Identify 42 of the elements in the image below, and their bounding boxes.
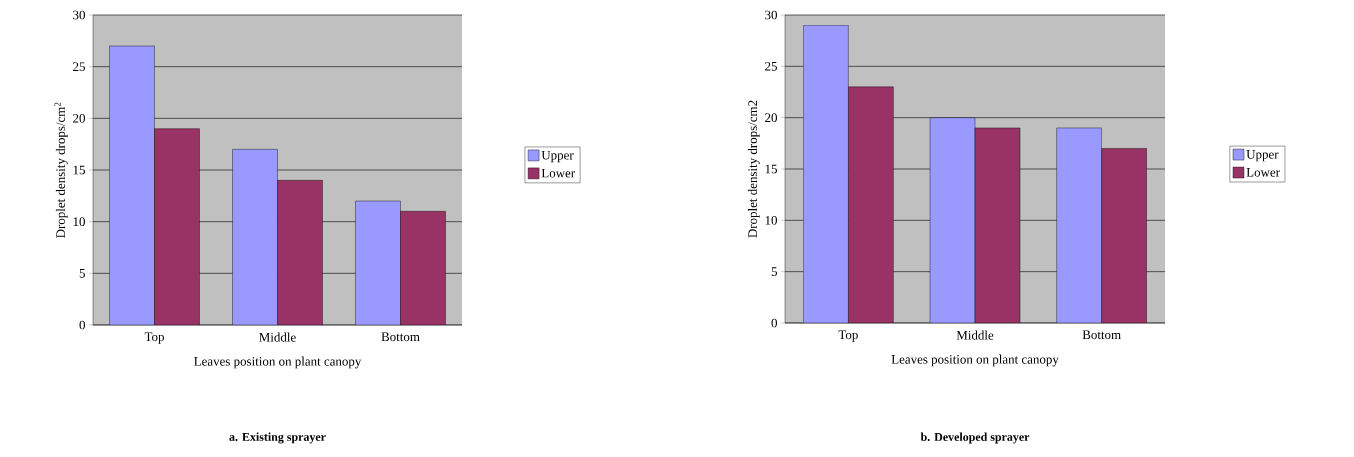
y-tick-label: 5 — [79, 269, 85, 278]
legend-label: Lower — [541, 168, 576, 178]
y-tick-label: 30 — [765, 10, 777, 20]
text: b. Developed sprayer — [920, 432, 1030, 444]
y-tick-label: 15 — [73, 165, 85, 175]
x-tick-label: Top — [838, 330, 858, 342]
y-tick-label: 25 — [73, 62, 85, 72]
x-tick-label: Bottom — [381, 332, 420, 342]
bar — [1101, 148, 1147, 323]
y-tick-label: 20 — [765, 113, 777, 123]
bar — [803, 25, 849, 323]
y-tick-label: 25 — [765, 61, 777, 71]
bar — [848, 86, 894, 323]
bar — [1056, 127, 1102, 323]
legend-label: Upper — [1246, 150, 1279, 162]
legend-label: Upper — [541, 150, 574, 163]
y-tick-label: 20 — [73, 113, 85, 123]
y-tick-label: 0 — [79, 320, 85, 330]
y-tick-label: 5 — [771, 267, 777, 276]
x-tick-label: Middle — [259, 332, 296, 342]
bar — [400, 211, 446, 325]
y-tick-label: 10 — [765, 215, 777, 225]
bar — [355, 200, 401, 325]
x-axis-title: Leaves position on plant canopy — [891, 354, 1059, 367]
bar — [974, 127, 1021, 323]
x-axis-title: Leaves position on plant canopy — [194, 356, 362, 369]
y-tick-label: 30 — [73, 10, 85, 20]
bar — [232, 149, 278, 325]
bar — [109, 45, 155, 325]
y-axis-title: Droplet density drops/cm2 — [747, 100, 760, 238]
x-tick-label: Top — [144, 332, 164, 344]
y-tick-label: 10 — [73, 217, 85, 227]
y-tick-label: 0 — [771, 318, 777, 328]
legend-label: Lower — [1246, 168, 1280, 177]
text: a. Existing sprayer — [229, 432, 326, 444]
bar — [929, 117, 976, 323]
bar — [154, 128, 200, 325]
x-tick-label: Bottom — [1082, 330, 1121, 340]
x-tick-label: Middle — [956, 330, 994, 340]
bar — [277, 180, 323, 325]
y-tick-label: 15 — [765, 164, 777, 174]
y-axis-title: Droplet density drops/cm$^{2}$ — [54, 102, 68, 238]
